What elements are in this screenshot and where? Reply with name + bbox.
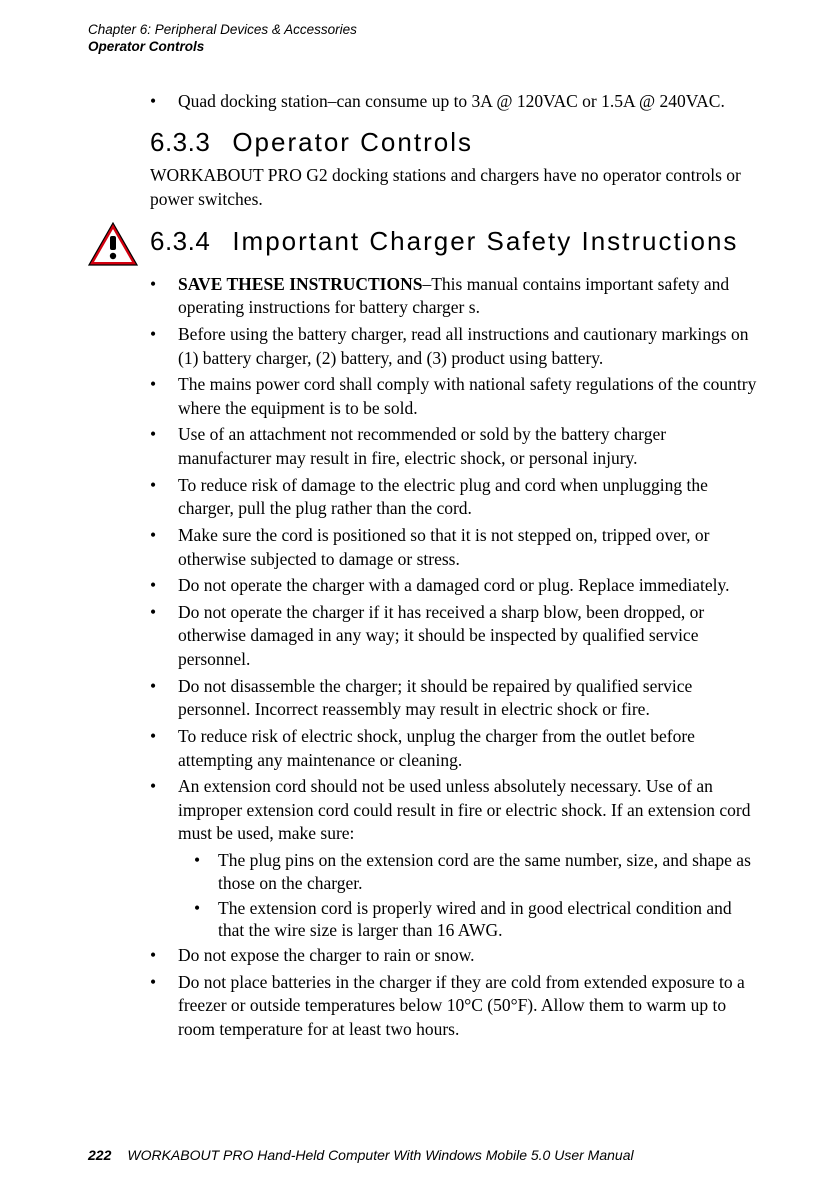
- list-item-text: Make sure the cord is positioned so that…: [178, 524, 761, 571]
- list-item-text: Do not expose the charger to rain or sno…: [178, 944, 761, 968]
- bullet-marker: •: [150, 524, 178, 571]
- page-number: 222: [88, 1147, 111, 1163]
- bullet-marker: •: [150, 675, 178, 722]
- heading-634-row: 6.3.4 Important Charger Safety Instructi…: [150, 220, 761, 271]
- list-item: •Do not disassemble the charger; it shou…: [150, 675, 761, 722]
- bullet-marker: •: [150, 775, 178, 846]
- list-item: •To reduce risk of electric shock, unplu…: [150, 725, 761, 772]
- list-item: •To reduce risk of damage to the electri…: [150, 474, 761, 521]
- list-item-text: Do not operate the charger with a damage…: [178, 574, 761, 598]
- heading-633-title: Operator Controls: [232, 127, 473, 158]
- heading-634: 6.3.4 Important Charger Safety Instructi…: [150, 226, 738, 257]
- bullet-marker: •: [150, 944, 178, 968]
- bullet-marker: •: [150, 323, 178, 370]
- para-633: WORKABOUT PRO G2 docking stations and ch…: [150, 164, 761, 211]
- list-item-text: Do not place batteries in the charger if…: [178, 971, 761, 1042]
- list-item-text: An extension cord should not be used unl…: [178, 775, 761, 846]
- list-item: •Do not operate the charger if it has re…: [150, 601, 761, 672]
- heading-634-num: 6.3.4: [150, 226, 210, 257]
- bullet-marker: •: [150, 474, 178, 521]
- intro-bullet: • Quad docking station–can consume up to…: [150, 90, 761, 114]
- list-item: •Do not place batteries in the charger i…: [150, 971, 761, 1042]
- bullet-marker: •: [150, 971, 178, 1042]
- list-item: •Use of an attachment not recommended or…: [150, 423, 761, 470]
- list-item-text: Before using the battery charger, read a…: [178, 323, 761, 370]
- list-item: •Make sure the cord is positioned so tha…: [150, 524, 761, 571]
- bullet-marker: •: [150, 423, 178, 470]
- intro-bullet-text: Quad docking station–can consume up to 3…: [178, 90, 761, 114]
- heading-633-num: 6.3.3: [150, 127, 210, 158]
- bullet-marker: •: [150, 601, 178, 672]
- bullet-marker: •: [194, 849, 218, 895]
- list-634: •SAVE THESE INSTRUCTIONS–This manual con…: [150, 273, 761, 1042]
- footer: 222 WORKABOUT PRO Hand-Held Computer Wit…: [88, 1147, 634, 1163]
- list-item: •The mains power cord shall comply with …: [150, 373, 761, 420]
- bullet-marker: •: [150, 373, 178, 420]
- page: Chapter 6: Peripheral Devices & Accessor…: [0, 0, 829, 1197]
- heading-634-title: Important Charger Safety Instructions: [232, 226, 738, 257]
- body-content: • Quad docking station–can consume up to…: [150, 90, 761, 1042]
- list-item-text: To reduce risk of damage to the electric…: [178, 474, 761, 521]
- heading-633: 6.3.3 Operator Controls: [150, 127, 761, 158]
- header-section: Operator Controls: [88, 39, 761, 56]
- bullet-marker: •: [194, 897, 218, 943]
- bullet-marker: •: [150, 574, 178, 598]
- bullet-marker: •: [150, 90, 178, 114]
- sub-list-item: •The plug pins on the extension cord are…: [194, 849, 761, 895]
- list-item-text: Do not operate the charger if it has rec…: [178, 601, 761, 672]
- list-item: •Do not operate the charger with a damag…: [150, 574, 761, 598]
- sub-list-item-text: The extension cord is properly wired and…: [218, 897, 761, 943]
- list-item-text: SAVE THESE INSTRUCTIONS–This manual cont…: [178, 273, 761, 320]
- running-header: Chapter 6: Peripheral Devices & Accessor…: [88, 22, 761, 56]
- list-item-text: Use of an attachment not recommended or …: [178, 423, 761, 470]
- warning-icon: [88, 222, 138, 271]
- list-item: •An extension cord should not be used un…: [150, 775, 761, 846]
- list-item: •Do not expose the charger to rain or sn…: [150, 944, 761, 968]
- sub-list-item-text: The plug pins on the extension cord are …: [218, 849, 761, 895]
- bullet-marker: •: [150, 273, 178, 320]
- footer-text: WORKABOUT PRO Hand-Held Computer With Wi…: [127, 1147, 633, 1163]
- sub-list-item: •The extension cord is properly wired an…: [194, 897, 761, 943]
- list-item-text: To reduce risk of electric shock, unplug…: [178, 725, 761, 772]
- header-chapter: Chapter 6: Peripheral Devices & Accessor…: [88, 22, 761, 39]
- list-item-text: The mains power cord shall comply with n…: [178, 373, 761, 420]
- list-item: •Before using the battery charger, read …: [150, 323, 761, 370]
- list-item: •SAVE THESE INSTRUCTIONS–This manual con…: [150, 273, 761, 320]
- bullet-marker: •: [150, 725, 178, 772]
- list-item-text: Do not disassemble the charger; it shoul…: [178, 675, 761, 722]
